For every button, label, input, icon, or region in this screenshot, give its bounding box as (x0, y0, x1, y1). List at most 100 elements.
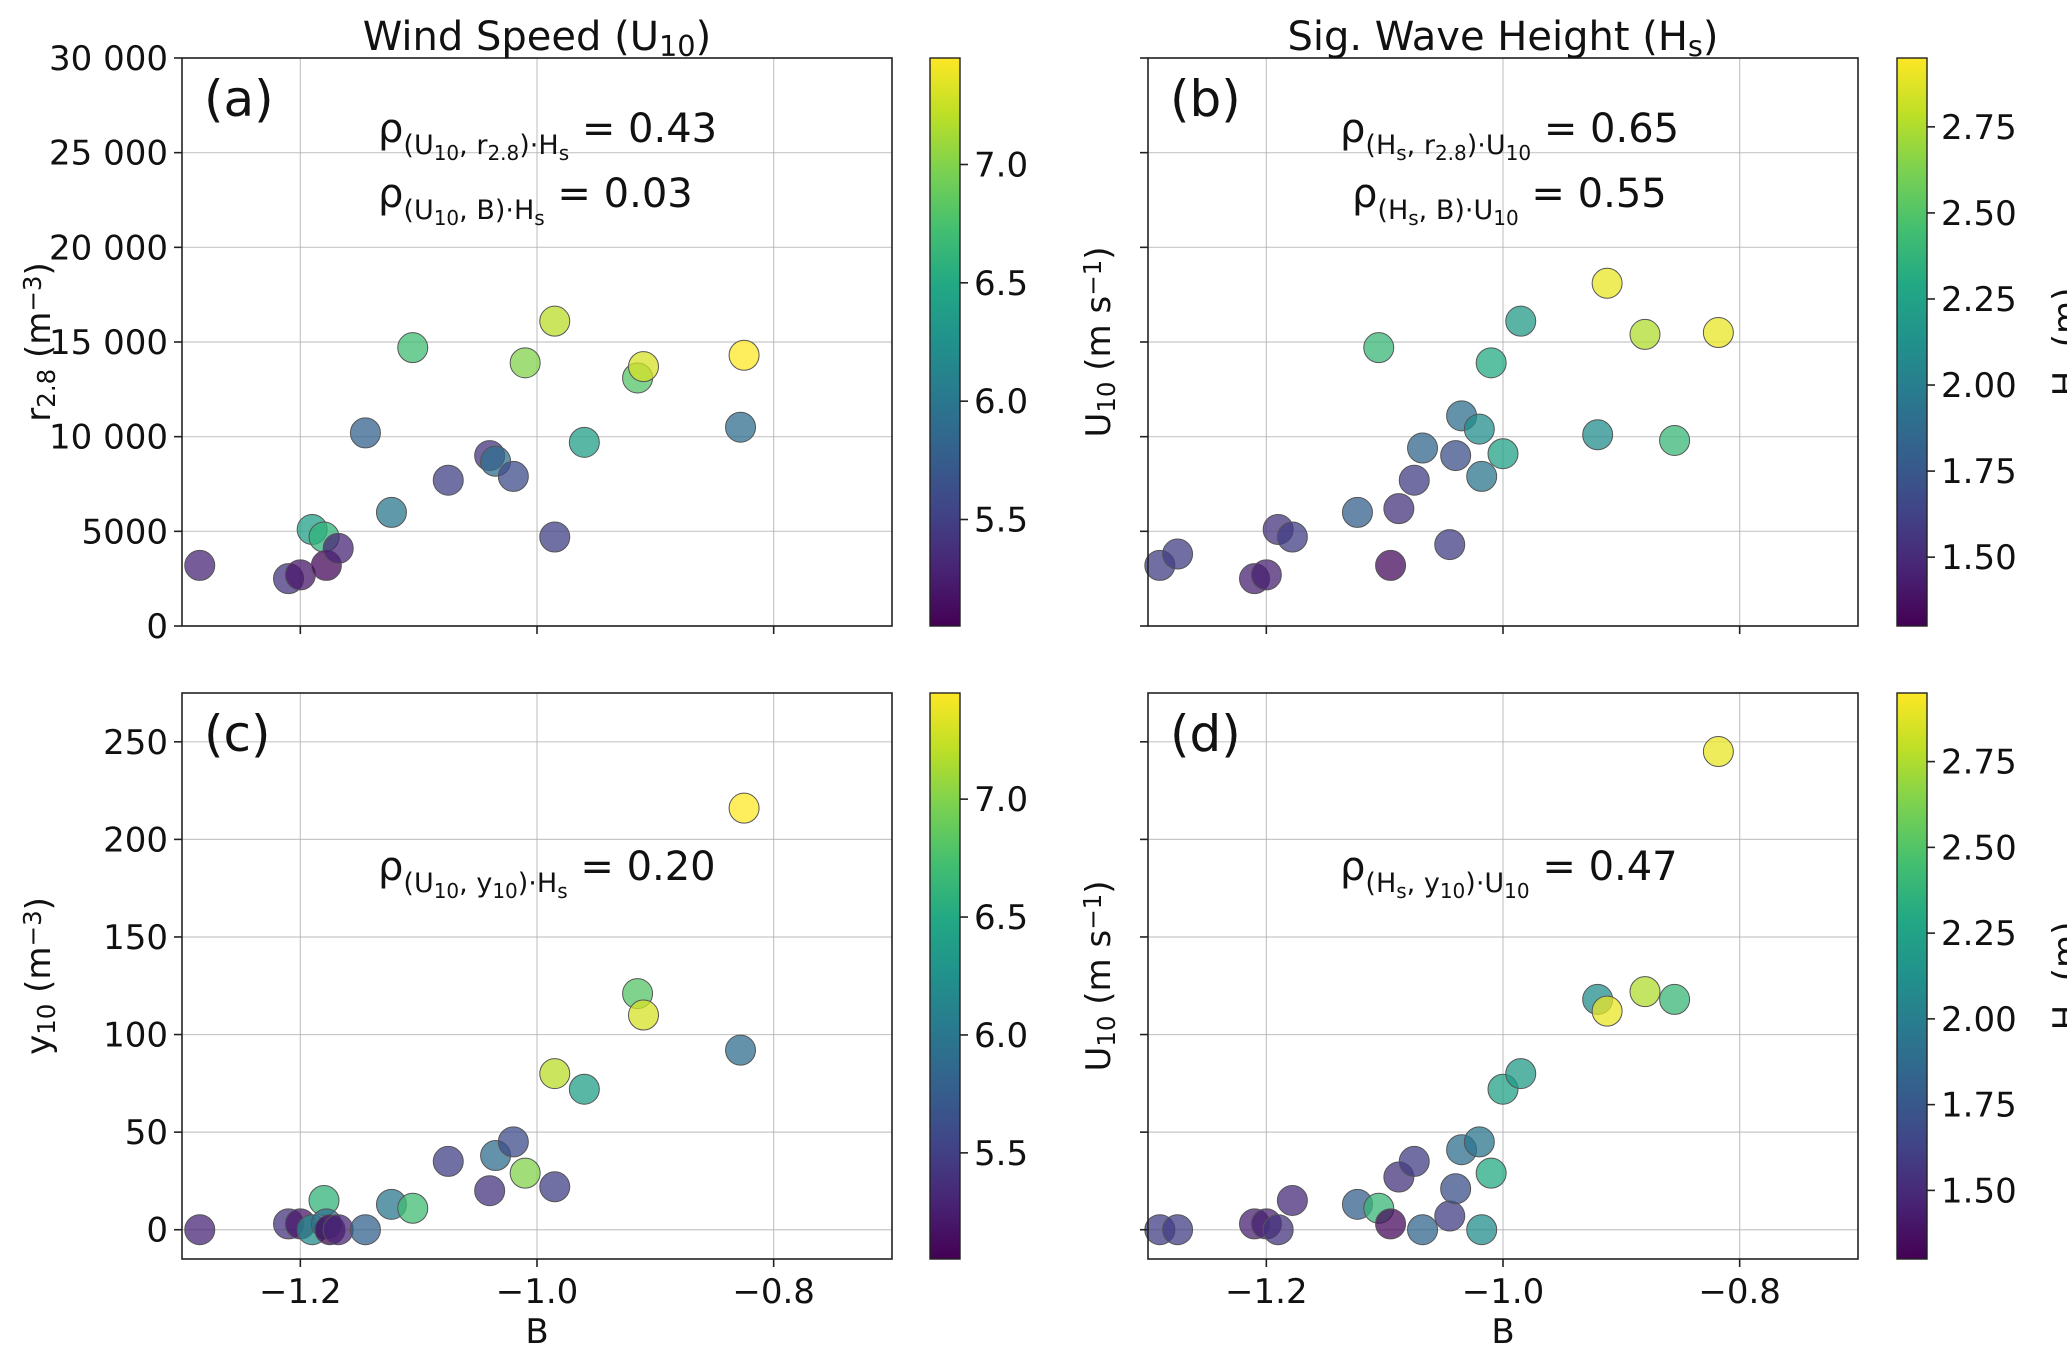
data-point (509, 1157, 541, 1189)
colorbar-tick-label: 5.5 (974, 1134, 1028, 1174)
data-point (1659, 983, 1691, 1015)
data-point (539, 521, 571, 553)
data-point (1375, 549, 1407, 581)
y-tick-label: 15 000 (49, 323, 168, 363)
y-axis-label: r2.8 (m−3) (18, 262, 61, 421)
correlation-annotation: ρ(Hs, B)·U10 = 0.55 (1352, 171, 1667, 230)
data-point (397, 332, 429, 364)
x-tick-label: −1.0 (1462, 1272, 1545, 1312)
y-tick-label: 50 (125, 1113, 168, 1153)
data-point (1629, 318, 1661, 350)
data-point (1162, 538, 1194, 570)
colorbar-label: U10 (m s−1) (1078, 880, 1121, 1071)
x-tick-label: −0.8 (1698, 1272, 1781, 1312)
y-tick-label: 20 000 (49, 228, 168, 268)
data-point (1466, 460, 1498, 492)
correlation-annotation: ρ(Hs, y10)·U10 = 0.47 (1340, 844, 1678, 903)
data-point (349, 1214, 381, 1246)
colorbar-tick-label: 2.50 (1941, 194, 2017, 234)
colorbar-label: Hs (m) (2046, 922, 2067, 1031)
colorbar-tick-label: 2.50 (1941, 828, 2017, 868)
data-point (539, 305, 571, 337)
colorbar-tick-label: 5.5 (974, 501, 1028, 541)
colorbar-tick-label: 6.0 (974, 382, 1028, 422)
colorbar-d: 1.50 1.75 2.00 2.25 2.50 2.75 Hs (m) (1896, 692, 2067, 1260)
data-point (1398, 464, 1430, 496)
y-tick-label: 200 (103, 820, 168, 860)
colorbar-tick-label: 1.75 (1941, 452, 2017, 492)
data-point (432, 464, 464, 496)
data-point (1440, 1173, 1472, 1205)
data-point (497, 1126, 529, 1158)
colorbar-tick-label: 6.5 (974, 898, 1028, 938)
colorbar-tick-label: 1.50 (1941, 538, 2017, 578)
colorbar-tick-label: 2.75 (1941, 108, 2017, 148)
data-point (1341, 496, 1373, 528)
correlation-annotation: ρ(Hs, r2.8)·U10 = 0.65 (1340, 106, 1679, 165)
colorbar-c: 5.5 6.0 6.5 7.0 U10 (m s−1) (929, 692, 1121, 1260)
panel-label: (d) (1170, 705, 1241, 763)
data-point (1434, 1200, 1466, 1232)
data-point (375, 496, 407, 528)
colorbar-b: 1.50 1.75 2.00 2.25 2.50 2.75 Hs (m) (1896, 57, 2067, 627)
correlation-annotation: ρ(U10, y10)·Hs = 0.20 (378, 844, 716, 903)
data-point (1375, 1208, 1407, 1240)
data-point (568, 426, 600, 458)
data-point (628, 351, 659, 383)
data-point (539, 1171, 571, 1203)
data-point (1702, 736, 1734, 768)
data-point (725, 1034, 757, 1066)
column-title: Wind Speed (U10) (363, 14, 712, 63)
data-point (397, 1192, 429, 1224)
data-point (1434, 529, 1466, 561)
data-point (1702, 317, 1734, 349)
colorbar-tick-label: 2.75 (1941, 743, 2017, 783)
data-point (509, 347, 541, 379)
colorbar-tick-label: 6.5 (974, 264, 1028, 304)
data-point (1363, 332, 1395, 364)
y-tick-label: 250 (103, 723, 168, 763)
colorbar-a: 5.5 6.0 6.5 7.0 U10 (m s−1) (929, 57, 1121, 627)
colorbar-tick-label: 1.50 (1941, 1171, 2017, 1211)
colorbar-gradient (929, 692, 961, 1260)
data-point (628, 999, 659, 1031)
data-point (1262, 1214, 1294, 1246)
correlation-annotation: ρ(U10, r2.8)·Hs = 0.43 (378, 106, 717, 165)
x-tick-label: −1.2 (1225, 1272, 1308, 1312)
column-title: Sig. Wave Height (Hs) (1287, 14, 1718, 63)
data-point (1383, 493, 1415, 525)
panel-a: 0 5000 10 000 15 000 20 000 25 000 30 000 r2.8 … (18, 14, 1121, 647)
panel-label: (c) (204, 705, 271, 763)
data-point (184, 549, 216, 581)
data-point (1487, 438, 1519, 470)
y-tick-label: 5000 (81, 512, 168, 552)
colorbar-tick-label: 1.75 (1941, 1086, 2017, 1126)
data-point (432, 1145, 464, 1177)
data-point (1466, 1214, 1498, 1246)
panel-b: Sig. Wave Height (Hs) (b) ρ(Hs, r2.8)·U10 … (1140, 14, 2067, 634)
x-axis-label: B (525, 1312, 548, 1352)
y-tick-label: 25 000 (49, 134, 168, 174)
colorbar-label: Hs (m) (2046, 288, 2067, 397)
panel-label: (b) (1170, 70, 1241, 128)
y-tick-label: 0 (146, 1211, 168, 1251)
data-point (184, 1214, 216, 1246)
y-tick-label: 100 (103, 1016, 168, 1056)
data-point (1463, 1126, 1495, 1158)
data-point (1582, 419, 1614, 451)
data-point (1591, 995, 1623, 1027)
data-point (1398, 1145, 1430, 1177)
data-point (725, 411, 757, 443)
data-point (1659, 424, 1691, 456)
panel-label: (a) (204, 70, 274, 128)
data-point (568, 1073, 600, 1105)
data-point (1250, 559, 1282, 591)
colorbar-gradient (1896, 692, 1928, 1260)
x-tick-label: −1.2 (259, 1272, 342, 1312)
colorbar-tick-label: 6.0 (974, 1016, 1028, 1056)
data-point (1475, 347, 1507, 379)
y-tick-label: 30 000 (49, 39, 168, 79)
